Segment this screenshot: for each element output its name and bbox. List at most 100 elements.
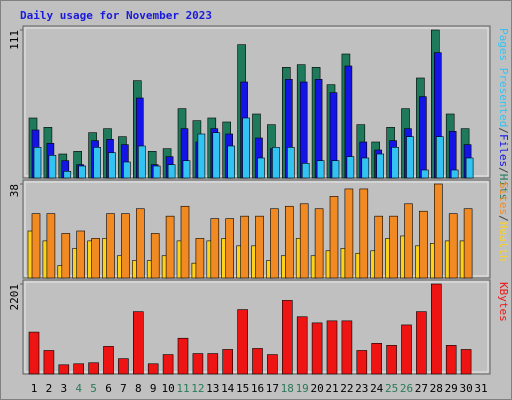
bar <box>460 349 472 375</box>
bar <box>255 215 264 279</box>
bar <box>299 203 309 279</box>
bar <box>344 188 354 279</box>
bar <box>207 353 219 375</box>
bar <box>326 320 338 375</box>
bar <box>341 320 353 375</box>
bar <box>58 364 70 375</box>
bar <box>433 183 443 279</box>
bar <box>416 311 427 375</box>
bar <box>421 169 429 179</box>
bar <box>401 324 412 375</box>
bar <box>195 238 205 279</box>
bar <box>286 147 295 179</box>
bar <box>316 160 325 179</box>
bar <box>361 157 370 179</box>
bar <box>162 354 174 375</box>
bar <box>386 345 397 375</box>
bar <box>225 218 234 279</box>
x-tick-label: 13 <box>206 382 219 395</box>
bar <box>329 196 339 279</box>
bar <box>331 160 340 179</box>
bar <box>284 205 294 279</box>
bar <box>222 349 233 375</box>
bar <box>371 343 383 375</box>
bar <box>136 208 145 279</box>
bar <box>296 316 308 375</box>
bar <box>167 164 176 179</box>
bar <box>212 132 221 179</box>
y-tick-label: 38 <box>8 184 21 197</box>
x-tick-label: 14 <box>221 382 235 395</box>
bar <box>311 322 323 375</box>
x-tick-label: 30 <box>459 382 472 395</box>
x-tick-label: 16 <box>251 382 264 395</box>
legend: KBytes <box>497 282 510 322</box>
legend-entry: Files <box>497 134 510 167</box>
bar <box>150 233 160 279</box>
bar <box>272 147 280 179</box>
bar <box>430 283 442 375</box>
x-tick-label: 22 <box>340 382 353 395</box>
x-tick-label: 24 <box>370 382 384 395</box>
legend-separator: / <box>497 215 510 222</box>
bar <box>93 147 101 179</box>
bar <box>192 353 204 375</box>
bar <box>465 157 474 179</box>
bar <box>138 145 146 179</box>
x-tick-label: 3 <box>60 382 67 395</box>
bar <box>450 169 459 179</box>
x-tick-label: 2 <box>46 382 53 395</box>
bar <box>78 165 86 179</box>
bar <box>374 215 384 279</box>
graph-title: Daily usage for November 2023 <box>20 9 212 22</box>
bar <box>182 160 191 179</box>
x-tick-label: 1 <box>31 382 38 395</box>
x-tick-label: 8 <box>135 382 142 395</box>
bar <box>133 311 144 375</box>
bar <box>242 117 250 179</box>
bar <box>76 230 85 279</box>
bar <box>61 233 71 279</box>
bar <box>197 133 206 179</box>
x-tick-label: 27 <box>415 382 428 395</box>
bar <box>91 238 100 279</box>
legend-separator: / <box>497 127 510 134</box>
bar <box>281 300 293 375</box>
bar <box>177 337 189 375</box>
y-tick-label: 111 <box>8 30 21 50</box>
x-tick-label: 31 <box>474 382 487 395</box>
x-tick-label: 20 <box>310 382 323 395</box>
x-tick-label: 29 <box>445 382 458 395</box>
y-tick-label: 2201 <box>8 284 21 311</box>
bar <box>165 215 175 279</box>
bar <box>88 362 99 375</box>
bar <box>419 210 428 279</box>
bar <box>404 203 413 279</box>
x-tick-label: 11 <box>176 382 189 395</box>
x-tick-label: 23 <box>355 382 368 395</box>
bar <box>152 165 161 179</box>
x-tick-label: 4 <box>75 382 82 395</box>
bar <box>31 213 41 279</box>
bar <box>108 152 116 179</box>
legend-entry: KBytes <box>497 282 510 322</box>
bar <box>121 213 130 279</box>
x-tick-label: 15 <box>236 382 249 395</box>
bar <box>435 136 444 179</box>
legend-entry: Health <box>497 222 510 262</box>
bar <box>237 309 248 375</box>
legend-separator: / <box>497 167 510 174</box>
bar <box>43 350 55 375</box>
x-tick-label: 7 <box>120 382 127 395</box>
legend-entry: Pages Presented <box>497 28 510 127</box>
x-tick-label: 12 <box>191 382 204 395</box>
bar <box>389 215 398 279</box>
bar <box>356 350 368 375</box>
bar <box>346 156 355 179</box>
x-tick-label: 17 <box>266 382 279 395</box>
legend-entry: Sites <box>497 182 510 215</box>
bar <box>463 208 473 279</box>
x-tick-label: 10 <box>161 382 174 395</box>
bar <box>359 188 369 279</box>
bar <box>270 208 279 279</box>
